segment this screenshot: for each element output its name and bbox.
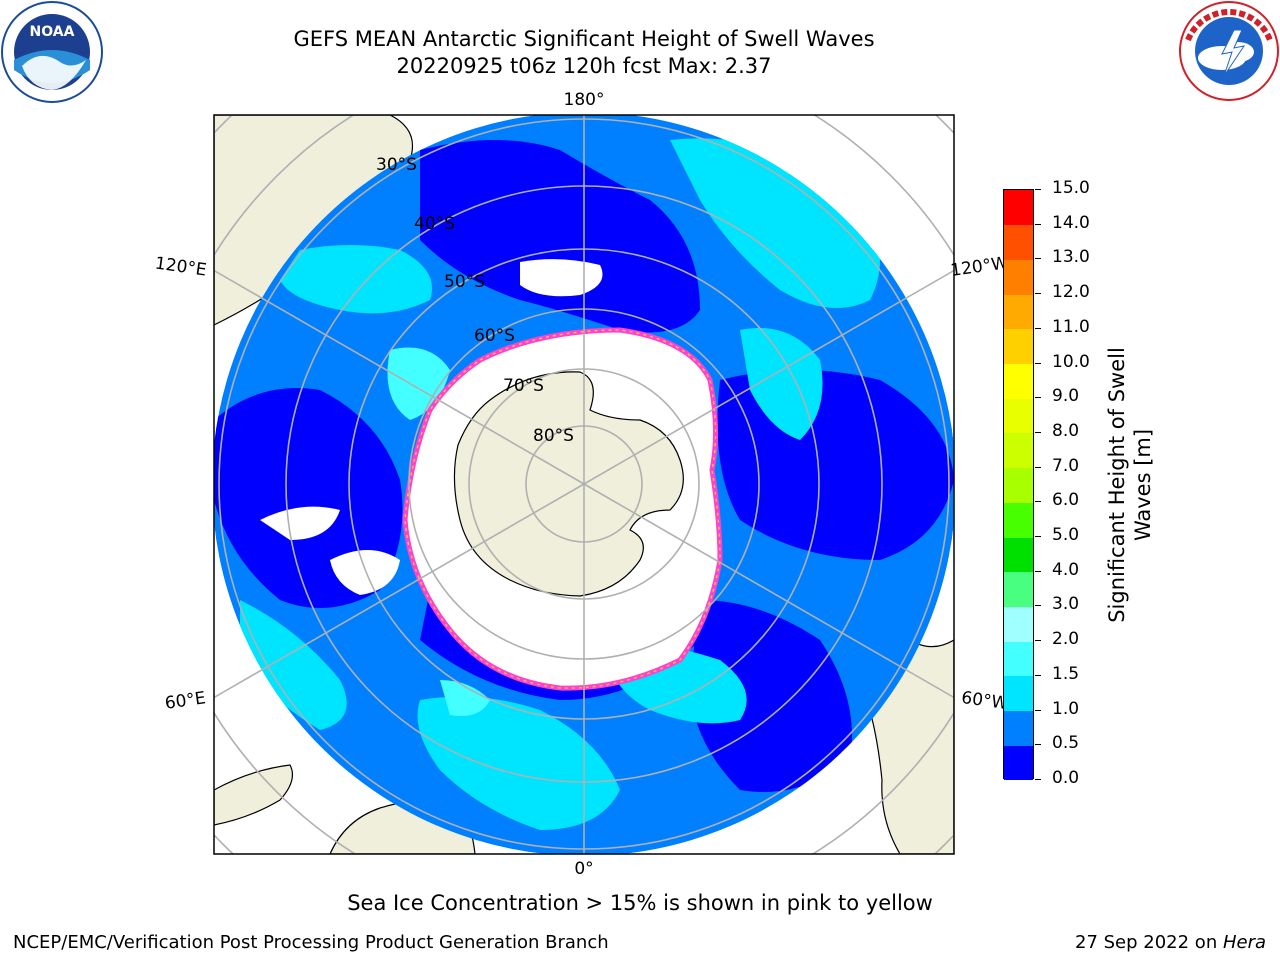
colorbar-segment (1004, 710, 1033, 746)
colorbar-tick-label: 13.0 (1052, 247, 1090, 268)
footer-host: Hera (1222, 932, 1266, 953)
colorbar (1003, 189, 1034, 781)
noaa-logo-text: NOAA (30, 24, 75, 40)
colorbar-segment (1004, 675, 1033, 712)
footer-credit: NCEP/EMC/Verification Post Processing Pr… (13, 932, 609, 953)
colorbar-tick-mark (1035, 397, 1041, 399)
lat-label-40s: 40°S (414, 214, 455, 234)
map-frame (213, 114, 955, 855)
lat-label-80s: 80°S (533, 426, 574, 446)
colorbar-segment (1004, 398, 1033, 434)
lat-label-70s: 70°S (503, 376, 544, 396)
colorbar-tick-label: 3.0 (1052, 594, 1080, 615)
colorbar-tick-mark (1035, 327, 1041, 329)
footer-timestamp: 27 Sep 2022 on Hera (1075, 932, 1266, 953)
colorbar-tick-mark (1035, 362, 1041, 364)
colorbar-segment (1004, 432, 1033, 469)
colorbar-tick-label: 12.0 (1052, 282, 1090, 303)
lat-label-30s: 30°S (376, 155, 417, 175)
lon-label-120w: 120°W (949, 253, 1009, 281)
colorbar-tick-mark (1035, 536, 1041, 538)
map-subtitle: 20220925 t06z 120h fcst Max: 2.37 (396, 54, 772, 78)
colorbar-tick-label: 1.5 (1052, 663, 1080, 684)
noaa-logo: NOAA (1, 1, 103, 103)
colorbar-segment (1004, 571, 1033, 607)
colorbar-tick-mark (1035, 640, 1041, 642)
colorbar-tick-mark (1035, 570, 1041, 572)
colorbar-title-line2: Waves [m] (1131, 428, 1155, 542)
colorbar-tick-mark (1035, 258, 1041, 260)
land-madagascar (214, 764, 293, 826)
lat-label-60s: 60°S (474, 326, 515, 346)
colorbar-segment (1004, 537, 1033, 573)
colorbar-tick-mark (1035, 189, 1041, 190)
colorbar-segment (1004, 745, 1033, 781)
colorbar-segment (1004, 190, 1033, 226)
lon-label-120e: 120°E (154, 254, 208, 281)
colorbar-tick-mark (1035, 674, 1041, 676)
colorbar-title: Significant Height of Swell Waves [m] (1104, 347, 1156, 623)
colorbar-tick-mark (1035, 223, 1041, 225)
colorbar-tick-mark (1035, 501, 1041, 503)
colorbar-segment (1004, 606, 1033, 642)
colorbar-tick-label: 7.0 (1052, 455, 1080, 476)
colorbar-tick-mark (1035, 744, 1041, 746)
colorbar-segment (1004, 502, 1033, 538)
colorbar-segment (1004, 467, 1033, 503)
colorbar-tick-mark (1035, 466, 1041, 468)
colorbar-tick-mark (1035, 605, 1041, 607)
colorbar-tick-label: 2.0 (1052, 629, 1080, 650)
colorbar-tick-label: 10.0 (1052, 351, 1090, 372)
colorbar-tick-label: 14.0 (1052, 212, 1090, 233)
lon-label-60e: 60°E (164, 688, 207, 713)
lon-label-0: 0° (574, 859, 593, 879)
colorbar-tick-mark (1035, 709, 1041, 711)
colorbar-tick-label: 0.5 (1052, 733, 1080, 754)
colorbar-title-line1: Significant Height of Swell (1105, 347, 1129, 623)
land-antarctica (453, 371, 684, 597)
colorbar-tick-label: 9.0 (1052, 386, 1080, 407)
footer-date: 27 Sep 2022 on (1075, 932, 1223, 953)
nws-logo (1179, 1, 1279, 101)
colorbar-tick-label: 0.0 (1052, 768, 1080, 788)
colorbar-segment (1004, 328, 1033, 365)
colorbar-tick-label: 5.0 (1052, 525, 1080, 546)
sea-ice-note: Sea Ice Concentration > 15% is shown in … (347, 891, 933, 915)
colorbar-tick-label: 11.0 (1052, 316, 1090, 337)
colorbar-tick-mark (1035, 779, 1041, 780)
colorbar-tick-label: 6.0 (1052, 490, 1080, 511)
colorbar-tick-label: 1.0 (1052, 698, 1080, 719)
lat-label-50s: 50°S (444, 272, 485, 292)
colorbar-tick-label: 8.0 (1052, 420, 1080, 441)
colorbar-segment (1004, 259, 1033, 295)
colorbar-segment (1004, 294, 1033, 330)
colorbar-segment (1004, 363, 1033, 399)
colorbar-tick-label: 4.0 (1052, 559, 1080, 580)
lon-label-180: 180° (564, 90, 605, 110)
colorbar-segment (1004, 641, 1033, 677)
map-title: GEFS MEAN Antarctic Significant Height o… (293, 27, 875, 51)
colorbar-tick-label: 15.0 (1052, 178, 1090, 198)
colorbar-tick-mark (1035, 293, 1041, 295)
colorbar-segment (1004, 224, 1033, 260)
colorbar-tick-mark (1035, 431, 1041, 433)
